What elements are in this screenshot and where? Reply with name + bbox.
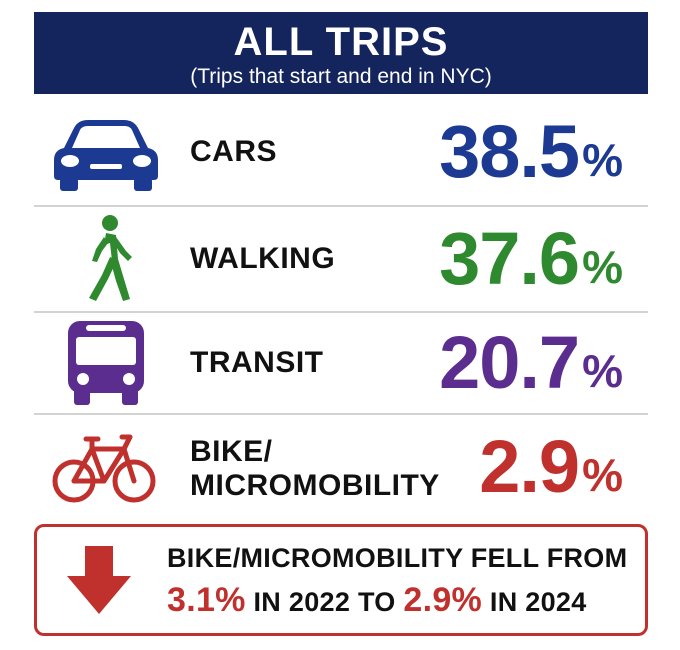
value-unit: % (582, 345, 623, 397)
value-unit: % (582, 134, 623, 186)
page-title: ALL TRIPS (233, 20, 449, 64)
value-unit: % (582, 241, 623, 293)
mode-row-walking: WALKING 37.6% (34, 207, 648, 311)
down-arrow-icon (65, 544, 133, 621)
callout-detail: 3.1% IN 2022 TO 2.9% IN 2024 (167, 580, 587, 622)
mode-label-walking: WALKING (190, 242, 336, 275)
mode-value-bike-micromobility: 2.9% (479, 415, 623, 519)
mode-value-cars: 38.5% (439, 100, 623, 204)
mode-value-transit: 20.7% (439, 313, 623, 413)
trend-callout: BIKE/MICROMOBILITY FELL FROM 3.1% IN 202… (34, 524, 648, 636)
bicycle-icon (52, 429, 156, 510)
callout-headline: BIKE/MICROMOBILITY FELL FROM (167, 543, 628, 573)
page-subtitle: (Trips that start and end in NYC) (190, 65, 492, 88)
mode-label-cars: CARS (190, 135, 278, 168)
callout-to-value: 2.9% (403, 581, 483, 619)
callout-text: IN 2022 TO (245, 587, 404, 617)
value-number: 20.7 (439, 321, 580, 404)
row-divider (34, 311, 648, 313)
value-number: 38.5 (439, 110, 580, 193)
car-icon (52, 118, 160, 197)
mode-label-bike-micromobility: BIKE/ MICROMOBILITY (190, 435, 440, 502)
mode-row-bike-micromobility: BIKE/ MICROMOBILITY 2.9% (34, 415, 648, 519)
mode-row-transit: TRANSIT 20.7% (34, 313, 648, 413)
walking-person-icon (74, 213, 138, 310)
callout-from-value: 3.1% (167, 581, 246, 619)
mode-label-transit: TRANSIT (190, 346, 324, 379)
value-unit: % (582, 449, 623, 501)
value-number: 2.9 (479, 425, 580, 508)
bus-icon (66, 319, 146, 412)
mode-value-walking: 37.6% (439, 207, 623, 311)
value-number: 37.6 (439, 217, 580, 300)
mode-row-cars: CARS 38.5% (34, 100, 648, 204)
callout-text: IN 2024 (482, 587, 587, 617)
row-divider (34, 413, 648, 415)
header-banner: ALL TRIPS (Trips that start and end in N… (34, 12, 648, 94)
row-divider (34, 205, 648, 207)
